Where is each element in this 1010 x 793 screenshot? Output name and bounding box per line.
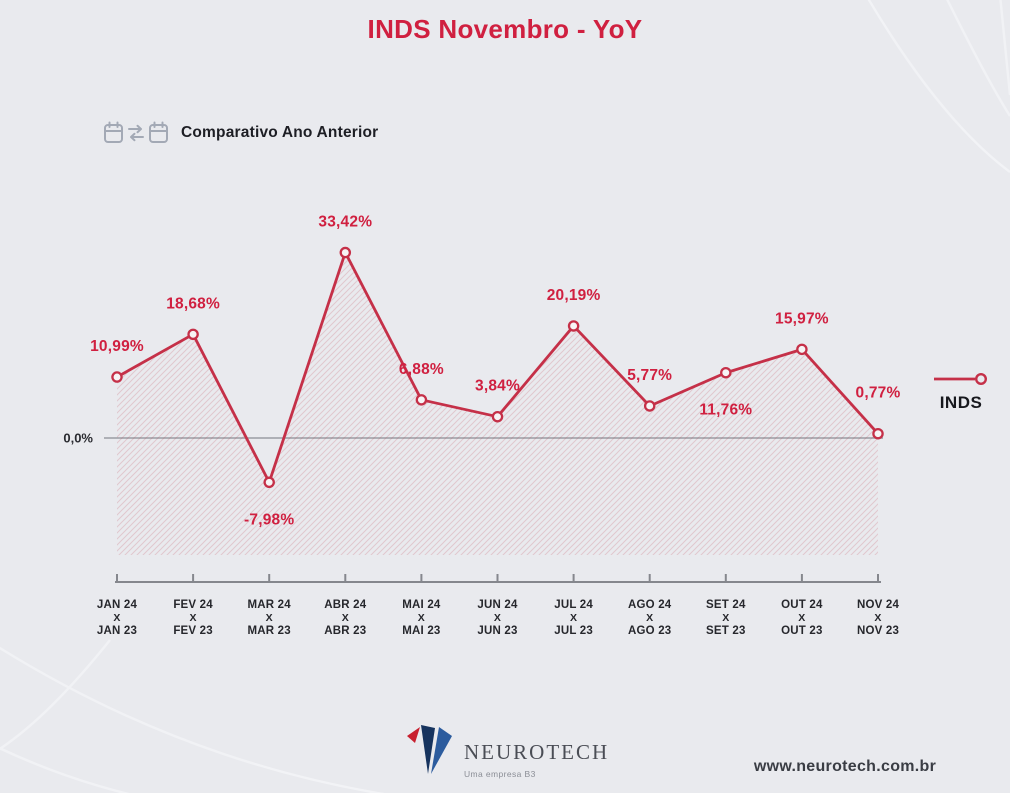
subtitle-row: Comparativo Ano Anterior bbox=[103, 120, 378, 146]
neurotech-logo-icon bbox=[404, 722, 454, 778]
x-category-label: NOV 24 X NOV 23 bbox=[857, 599, 900, 637]
data-point-marker bbox=[491, 410, 504, 423]
data-point-label: 0,77% bbox=[856, 385, 901, 402]
data-point-label: 6,88% bbox=[399, 361, 444, 378]
data-point-marker bbox=[796, 343, 808, 356]
x-category-label: JUL 24 X JUL 23 bbox=[554, 599, 593, 637]
data-point-label: 3,84% bbox=[475, 378, 520, 395]
x-category-label: SET 24 X SET 23 bbox=[706, 599, 746, 637]
x-category-label: JAN 24 X JAN 23 bbox=[97, 599, 138, 637]
x-category-label: ABR 24 X ABR 23 bbox=[324, 599, 367, 637]
legend-series-label: INDS bbox=[939, 393, 983, 412]
data-point-label: 15,97% bbox=[775, 310, 829, 327]
data-point-label: 10,99% bbox=[90, 338, 144, 355]
x-category-label: MAI 24 X MAI 23 bbox=[402, 599, 441, 637]
website-url: www.neurotech.com.br bbox=[753, 758, 937, 775]
data-point-label: 5,77% bbox=[627, 367, 672, 384]
brand-tagline: Uma empresa B3 bbox=[464, 769, 536, 779]
x-category-label: FEV 24 X FEV 23 bbox=[173, 599, 213, 637]
data-point-marker bbox=[872, 427, 884, 440]
data-point-label: -7,98% bbox=[244, 511, 294, 528]
brand-wordmark: NEUROTECH bbox=[464, 740, 610, 764]
data-point-marker bbox=[720, 366, 732, 379]
data-point-marker bbox=[187, 328, 199, 341]
data-point-label: 11,76% bbox=[699, 402, 752, 419]
chart-legend: INDS bbox=[926, 372, 996, 413]
calendar-compare-icon bbox=[103, 120, 169, 146]
data-point-marker bbox=[263, 476, 275, 489]
legend-line-circle-icon bbox=[932, 372, 990, 386]
y-zero-label: 0,0% bbox=[63, 431, 93, 446]
data-point-marker bbox=[111, 371, 123, 383]
area-fill bbox=[117, 252, 878, 555]
x-category-label: AGO 24 X AGO 23 bbox=[628, 599, 672, 637]
page-title: INDS Novembro - YoY bbox=[367, 14, 643, 44]
x-category-label: MAR 24 X MAR 23 bbox=[248, 599, 292, 637]
yoy-line-chart: JAN 24 X JAN 23 FEV 24 X FEV 23 MAR 24 X MAR 23 A… bbox=[63, 214, 901, 637]
x-category-label: JUN 24 X JUN 23 bbox=[477, 599, 518, 637]
data-point-marker bbox=[567, 320, 580, 332]
subtitle-label: Comparativo Ano Anterior bbox=[181, 124, 379, 141]
x-category-label: OUT 24 X OUT 23 bbox=[781, 599, 823, 637]
chart-area: JAN 24 X JAN 23 FEV 24 X FEV 23 MAR 24 X MAR 23 A… bbox=[0, 170, 1010, 650]
data-point-label: 33,42% bbox=[318, 214, 372, 231]
data-point-label: 20,19% bbox=[547, 287, 601, 304]
brand-footer: NEUROTECH Uma empresa B3 bbox=[404, 722, 609, 779]
data-point-marker bbox=[643, 400, 656, 412]
data-point-label: 18,68% bbox=[166, 295, 220, 312]
data-point-marker bbox=[415, 394, 428, 406]
data-point-marker bbox=[339, 246, 352, 259]
